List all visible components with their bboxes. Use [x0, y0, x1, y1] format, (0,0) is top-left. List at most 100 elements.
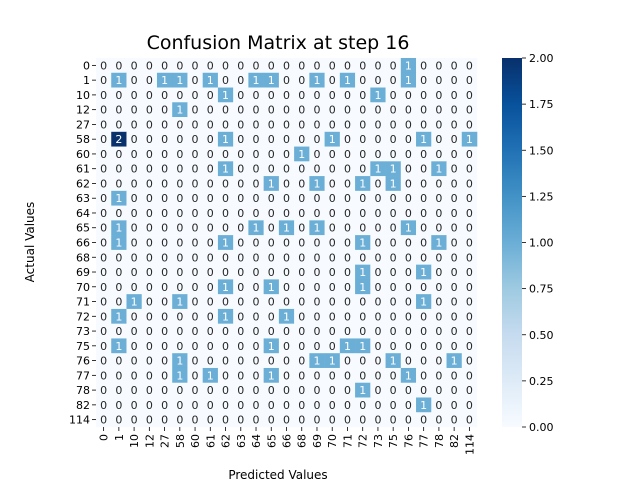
heatmap-cell [202, 102, 219, 118]
heatmap-cell [355, 264, 371, 280]
heatmap-cell-value: 0 [435, 59, 442, 72]
heatmap-cell-value: 0 [161, 118, 168, 131]
heatmap-cell-value: 0 [100, 118, 107, 131]
heatmap-cell [126, 220, 143, 236]
heatmap-cell [461, 58, 478, 74]
heatmap-cell-value: 0 [100, 310, 107, 323]
heatmap-cell-value: 0 [390, 340, 397, 353]
heatmap-cell-value: 0 [237, 118, 244, 131]
heatmap-cell-value: 1 [405, 59, 412, 72]
heatmap-cell-value: 1 [359, 384, 366, 397]
heatmap-cell [461, 146, 478, 162]
heatmap-cell-value: 0 [313, 296, 320, 309]
heatmap-cell [416, 235, 432, 251]
heatmap-cell-value: 0 [161, 310, 168, 323]
heatmap-cell-value: 0 [283, 399, 290, 412]
heatmap-cell-value: 0 [344, 325, 351, 338]
heatmap-cell-value: 0 [253, 118, 260, 131]
heatmap-cell [355, 190, 371, 206]
heatmap-cell [370, 397, 386, 413]
heatmap-cell [233, 176, 249, 192]
heatmap-cell [96, 264, 112, 280]
heatmap-cell [339, 87, 356, 103]
heatmap-cell [294, 235, 310, 251]
heatmap-cell [233, 161, 249, 177]
heatmap-cell-value: 0 [405, 355, 412, 368]
heatmap-cell [446, 412, 463, 428]
heatmap-cell [217, 353, 234, 369]
heatmap-cell [217, 367, 234, 384]
heatmap-cell [96, 353, 112, 369]
heatmap-cell-value: 0 [313, 237, 320, 250]
heatmap-cell-value: 0 [100, 148, 107, 161]
heatmap-cell-value: 0 [176, 237, 183, 250]
heatmap-cell [416, 72, 432, 88]
heatmap-cell [278, 87, 295, 103]
heatmap-cell [339, 176, 356, 192]
heatmap-cell-value: 0 [298, 177, 305, 190]
heatmap-cell [141, 323, 158, 339]
heatmap-cell-value: 0 [283, 369, 290, 382]
x-tick-label: 70 [326, 434, 339, 448]
heatmap-cell-value: 0 [313, 59, 320, 72]
heatmap-cell-value: 0 [100, 340, 107, 353]
heatmap-cell-value: 0 [283, 74, 290, 87]
heatmap-cell [126, 397, 143, 413]
heatmap-cell-value: 0 [390, 310, 397, 323]
heatmap-cell-value: 0 [176, 340, 183, 353]
heatmap-cell-value: 0 [115, 266, 122, 279]
heatmap-cell-value: 0 [131, 222, 138, 235]
heatmap-cell [96, 87, 112, 103]
heatmap-cell-value: 0 [420, 177, 427, 190]
heatmap-cell [339, 72, 356, 88]
heatmap-cell-value: 0 [100, 251, 107, 264]
heatmap-cell [217, 249, 234, 265]
heatmap-cell-value: 0 [374, 296, 381, 309]
heatmap-cell-value: 0 [283, 89, 290, 102]
heatmap-cell-value: 1 [283, 222, 290, 235]
heatmap-cell [461, 294, 478, 310]
heatmap-cell-value: 0 [207, 325, 214, 338]
heatmap-cell-value: 0 [115, 104, 122, 117]
heatmap-cell [309, 412, 325, 428]
heatmap-cell-value: 0 [344, 414, 351, 427]
heatmap-cell [248, 338, 264, 354]
heatmap-cell [309, 117, 325, 133]
heatmap-cell-value: 0 [359, 192, 366, 205]
heatmap-cell [248, 264, 264, 280]
heatmap-cell [431, 323, 447, 339]
heatmap-cell-value: 0 [237, 355, 244, 368]
heatmap-cell [339, 338, 356, 354]
heatmap-cell-value: 0 [420, 340, 427, 353]
heatmap-cell-value: 0 [115, 355, 122, 368]
heatmap-cell [339, 249, 356, 265]
heatmap-cell [370, 220, 386, 236]
heatmap-cell-value: 0 [237, 59, 244, 72]
heatmap-cell-value: 0 [283, 59, 290, 72]
heatmap-cells [96, 58, 478, 428]
heatmap-cell-value: 0 [100, 163, 107, 176]
heatmap-cell-value: 0 [420, 251, 427, 264]
heatmap-cell [96, 131, 112, 147]
heatmap-cell [294, 190, 310, 206]
heatmap-cell-value: 0 [390, 133, 397, 146]
heatmap-cell-value: 0 [131, 192, 138, 205]
heatmap-cell-value: 0 [466, 266, 473, 279]
heatmap-cell-value: 0 [222, 399, 229, 412]
heatmap-cell [431, 72, 447, 88]
heatmap-cell [385, 102, 402, 118]
heatmap-cell-value: 0 [146, 133, 153, 146]
heatmap-cell [96, 323, 112, 339]
heatmap-cell-value: 1 [420, 133, 427, 146]
heatmap-cell [96, 397, 112, 413]
heatmap-cell-value: 1 [131, 296, 138, 309]
heatmap-cell [355, 235, 371, 251]
heatmap-cell [172, 249, 188, 265]
heatmap-cell [263, 146, 280, 162]
heatmap-cell [339, 308, 356, 324]
heatmap-cell [431, 338, 447, 354]
heatmap-cell-value: 0 [344, 222, 351, 235]
heatmap-cell [248, 279, 264, 295]
heatmap-cell [431, 146, 447, 162]
heatmap-cell-value: 0 [100, 74, 107, 87]
